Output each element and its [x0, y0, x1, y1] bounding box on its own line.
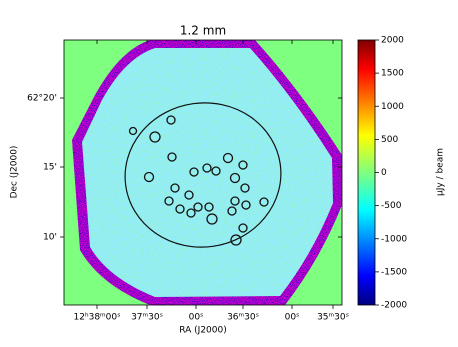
colorbar-tick-label: -2000 — [381, 301, 407, 311]
colorbar-tick-label: 1500 — [381, 69, 404, 79]
colorbar-tick-label: -1000 — [381, 234, 407, 244]
x-tick-label: 00ˢ — [189, 313, 204, 323]
colorbar-tick-label: 2000 — [381, 36, 404, 46]
plot-frame — [63, 39, 343, 306]
y-tick-label: 62°20' — [27, 94, 57, 104]
x-axis-label: RA (J2000) — [179, 326, 227, 336]
x-tick-label: 12ʰ38ᵐ00ˢ — [74, 313, 121, 323]
chart-title: 1.2 mm — [180, 24, 226, 38]
y-tick-label: 10' — [43, 233, 57, 243]
map — [64, 40, 342, 305]
x-tick-label: 00ˢ — [285, 313, 300, 323]
colorbar-tick-label: -500 — [381, 201, 402, 211]
x-tick-label: 35ᵐ30ˢ — [317, 313, 349, 323]
colorbar — [357, 39, 376, 306]
x-tick-label: 37ᵐ30ˢ — [131, 313, 163, 323]
contour — [124, 102, 282, 248]
colorbar-tick-label: -1500 — [381, 267, 407, 277]
colorbar-tick-label: 1000 — [381, 102, 404, 112]
colorbar-label: μJy / beam — [436, 148, 446, 196]
colorbar-tick-label: 0 — [381, 168, 387, 178]
y-axis-label: Dec (J2000) — [10, 146, 20, 199]
x-tick-label: 36ᵐ30ˢ — [227, 313, 259, 323]
y-tick-label: 15' — [43, 163, 57, 173]
sources — [128, 115, 269, 246]
colorbar-tick-label: 500 — [381, 135, 398, 145]
